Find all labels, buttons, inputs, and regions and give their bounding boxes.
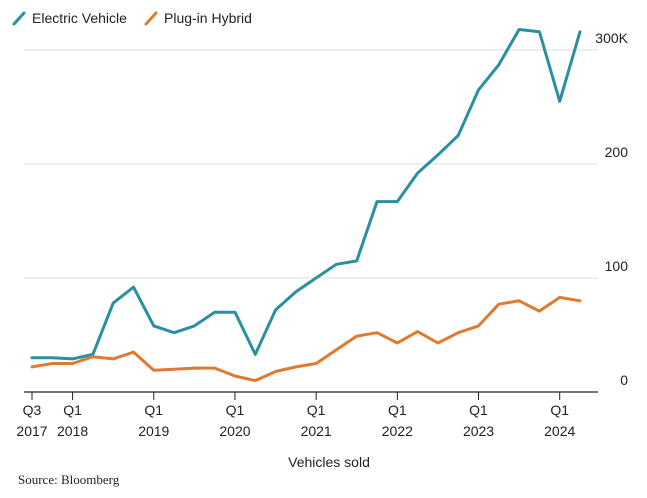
x-tick-label-quarter: Q1 <box>307 402 326 418</box>
x-axis: Q3 2017 Q1 2018 Q1 2019 Q1 2020 Q1 2021 Q1 2022 Q1 20… <box>16 391 598 439</box>
x-tick-label-quarter: Q1 <box>550 402 569 418</box>
x-tick-label-quarter: Q1 <box>226 402 245 418</box>
x-tick-label-year: 2021 <box>301 423 332 439</box>
legend-label-electric-vehicle: Electric Vehicle <box>32 10 127 26</box>
y-tick-label: 0 <box>620 372 628 388</box>
y-axis: 0 100 200 300K <box>595 30 628 388</box>
x-tick-label-year: 2023 <box>463 423 494 439</box>
legend: Electric Vehicle Plug-in Hybrid <box>12 10 252 26</box>
x-tick-label-quarter: Q1 <box>469 402 488 418</box>
y-tick-label: 300K <box>595 30 628 46</box>
x-tick-label-quarter: Q1 <box>144 402 163 418</box>
x-axis-label: Vehicles sold <box>288 454 370 470</box>
legend-label-plug-in-hybrid: Plug-in Hybrid <box>164 10 252 26</box>
series-line-electric-vehicle <box>30 28 582 361</box>
x-tick-label-year: 2022 <box>382 423 413 439</box>
x-tick-label-year: 2020 <box>219 423 250 439</box>
source-note: Source: Bloomberg <box>18 472 120 487</box>
x-tick-label-year: 2018 <box>57 423 88 439</box>
x-tick-label-quarter: Q3 <box>23 402 42 418</box>
legend-swatch-electric-vehicle <box>12 11 26 26</box>
series-lines <box>30 28 582 383</box>
gridlines <box>24 49 598 279</box>
x-tick-label-quarter: Q1 <box>63 402 82 418</box>
series-line-plug-in-hybrid <box>30 295 582 383</box>
x-tick-label-year: 2019 <box>138 423 169 439</box>
legend-swatch-plug-in-hybrid <box>144 11 158 26</box>
y-tick-label: 100 <box>605 258 629 274</box>
x-tick-label-quarter: Q1 <box>388 402 407 418</box>
y-tick-label: 200 <box>605 144 629 160</box>
x-tick-label-year: 2017 <box>16 423 47 439</box>
x-tick-label-year: 2024 <box>544 423 575 439</box>
